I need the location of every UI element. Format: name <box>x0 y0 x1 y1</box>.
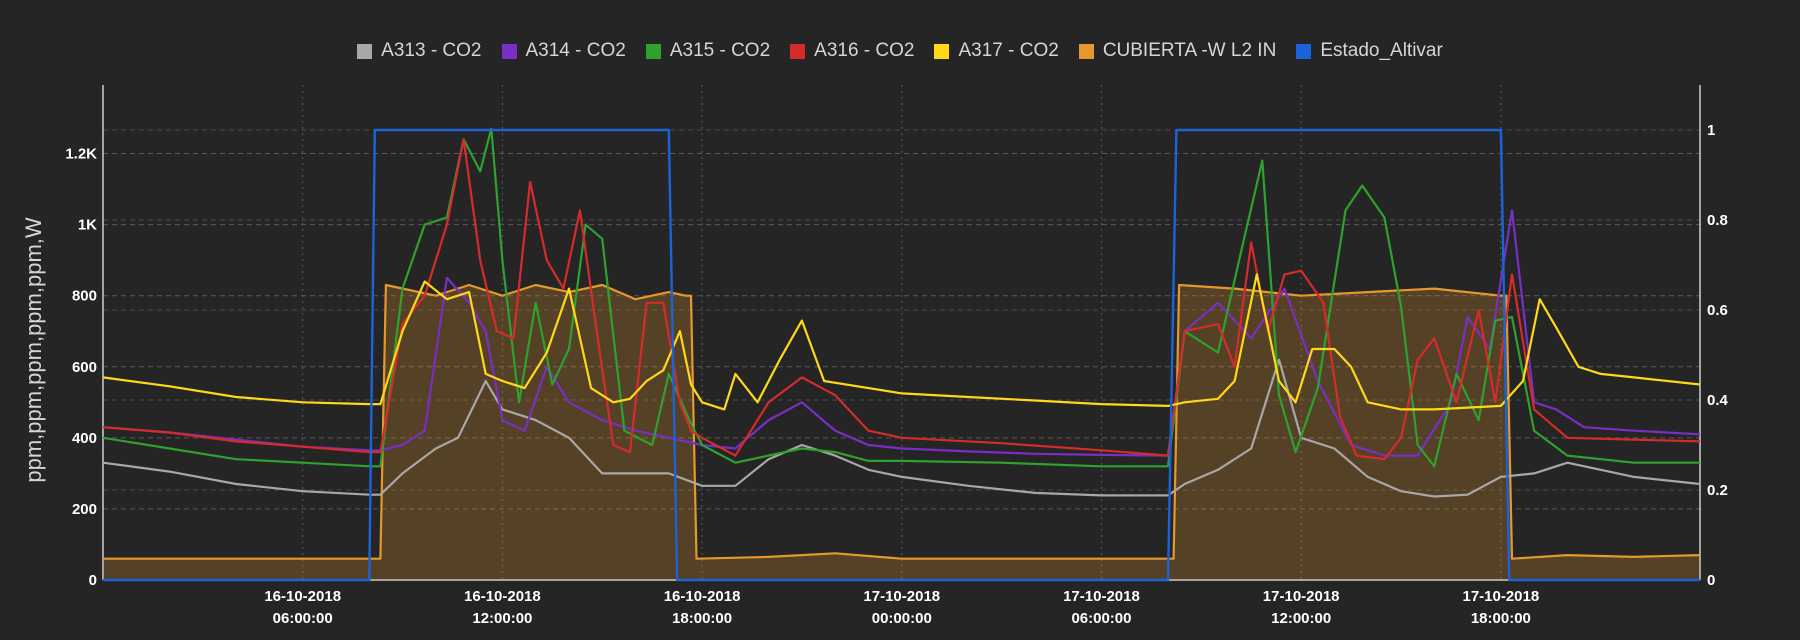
series-line-a316-co2 <box>102 138 1701 461</box>
legend-swatch <box>357 43 373 59</box>
x-tick-label-date: 17-10-2018 <box>1263 588 1340 605</box>
legend-label: A314 - CO2 <box>525 40 626 61</box>
series-line-a317-co2 <box>102 273 1701 411</box>
x-tick-label-date: 17-10-2018 <box>1462 588 1539 605</box>
series-line-estado-altivar <box>103 128 1700 582</box>
legend-label: A313 - CO2 <box>381 40 482 61</box>
x-tick-label-date: 17-10-2018 <box>863 588 940 605</box>
y-tick-label-left: 0 <box>89 572 97 589</box>
legend-swatch <box>1296 43 1312 59</box>
x-tick-label-time: 12:00:00 <box>1271 610 1331 627</box>
y-tick-label-right: 1 <box>1707 122 1715 139</box>
legend-swatch <box>645 43 661 59</box>
legend-item-a317-co2[interactable]: A317 - CO2 <box>934 40 1059 62</box>
y-tick-label-right: 0.6 <box>1707 302 1728 319</box>
y-tick-label-left: 200 <box>72 501 97 518</box>
legend-label: A317 - CO2 <box>958 40 1059 61</box>
legend-label: Estado_Altivar <box>1320 40 1443 61</box>
y-tick-label-left: 600 <box>72 359 97 376</box>
x-tick-label-date: 16-10-2018 <box>264 588 341 605</box>
x-tick-label-date: 16-10-2018 <box>464 588 541 605</box>
series-line-a314-co2 <box>102 209 1701 457</box>
x-tick-label-time: 06:00:00 <box>1071 610 1131 627</box>
y-tick-label-left: 800 <box>72 288 97 305</box>
legend-swatch <box>501 43 517 59</box>
y-tick-label-right: 0.8 <box>1707 212 1728 229</box>
legend-item-a316-co2[interactable]: A316 - CO2 <box>790 40 914 62</box>
legend-item-estado-altivar[interactable]: Estado_Altivar <box>1296 40 1443 62</box>
x-tick-label-date: 16-10-2018 <box>664 588 741 605</box>
legend-label: A315 - CO2 <box>669 40 771 61</box>
y-tick-label-right: 0.2 <box>1707 482 1728 499</box>
y-tick-label-right: 0.4 <box>1707 392 1729 409</box>
x-tick-label-time: 12:00:00 <box>472 610 532 627</box>
legend: A313 - CO2 A314 - CO2 A315 - CO2 A316 - CO2… <box>0 40 1800 62</box>
y-tick-label-left: 1K <box>78 217 97 234</box>
series-line-cubierta-w-l2-in <box>103 283 1701 560</box>
x-tick-label-time: 00:00:00 <box>872 610 932 627</box>
y-tick-label-left: 400 <box>72 430 97 447</box>
y-tick-label-right: 0 <box>1707 572 1715 589</box>
legend-swatch <box>790 43 806 59</box>
x-tick-label-time: 18:00:00 <box>1471 610 1531 627</box>
y-tick-label-left: 1.2K <box>65 146 97 163</box>
legend-swatch <box>1078 43 1094 59</box>
legend-item-a314-co2[interactable]: A314 - CO2 <box>501 40 626 62</box>
legend-swatch <box>934 43 950 59</box>
x-tick-label-date: 17-10-2018 <box>1063 588 1140 605</box>
legend-label: CUBIERTA -W L2 IN <box>1102 40 1277 61</box>
legend-item-a315-co2[interactable]: A315 - CO2 <box>645 40 771 62</box>
series-line-a313-co2 <box>102 358 1701 498</box>
x-tick-label-time: 06:00:00 <box>273 610 333 627</box>
legend-item-a313-co2[interactable]: A313 - CO2 <box>357 40 482 62</box>
legend-label: A316 - CO2 <box>814 40 915 61</box>
legend-item-cubierta-w-l2-in[interactable]: CUBIERTA -W L2 IN <box>1078 40 1277 62</box>
series-area-cubierta-w-l2-in <box>103 285 1700 580</box>
x-tick-label-time: 18:00:00 <box>672 610 732 627</box>
